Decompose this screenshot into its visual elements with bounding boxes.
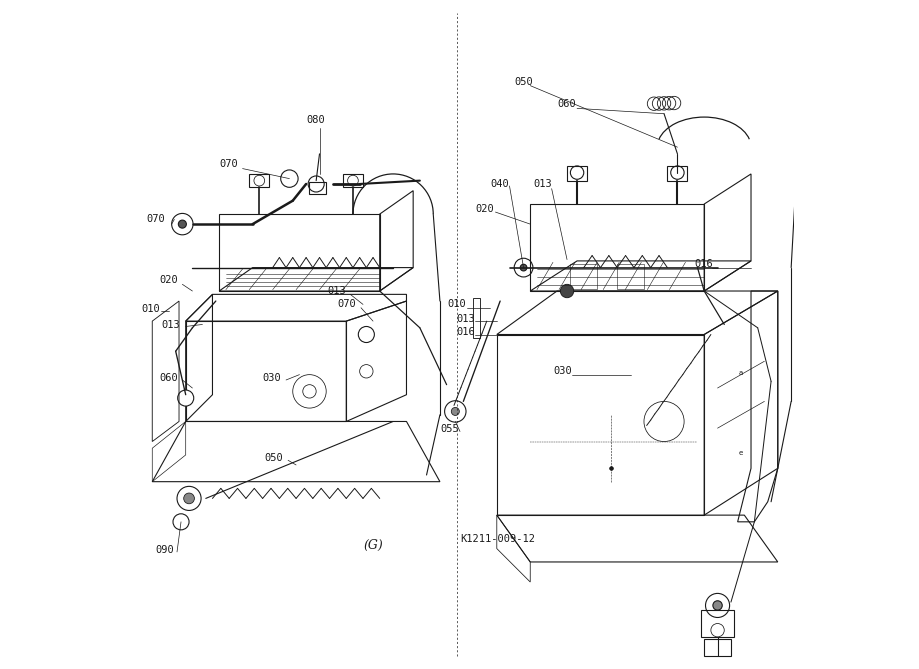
Bar [703, 639, 731, 656]
Bar [249, 174, 269, 187]
Text: 016: 016 [456, 328, 475, 337]
Text: 013: 013 [456, 314, 475, 324]
Text: a: a [738, 370, 743, 375]
Text: 013: 013 [327, 286, 346, 296]
Text: 070: 070 [146, 215, 165, 224]
Circle shape [177, 390, 194, 406]
Text: 060: 060 [557, 99, 576, 108]
Bar [700, 610, 733, 637]
Text: 050: 050 [514, 77, 532, 86]
Text: 020: 020 [159, 275, 178, 284]
Circle shape [178, 220, 187, 228]
Text: 070: 070 [336, 300, 356, 309]
Text: 070: 070 [220, 159, 238, 169]
Text: 013: 013 [532, 179, 551, 189]
Text: 080: 080 [306, 116, 325, 125]
Text: 030: 030 [552, 367, 571, 376]
Circle shape [560, 284, 573, 298]
Text: 055: 055 [440, 425, 459, 434]
Text: 050: 050 [265, 454, 283, 463]
Text: 010: 010 [142, 304, 160, 314]
Text: 040: 040 [490, 179, 509, 189]
Bar [343, 174, 363, 187]
Text: 090: 090 [154, 545, 174, 555]
Bar [566, 166, 586, 181]
Text: K1211-009-12: K1211-009-12 [460, 534, 535, 543]
Text: 030: 030 [262, 373, 280, 383]
Circle shape [184, 493, 194, 504]
Bar [666, 166, 686, 181]
Text: 010: 010 [447, 300, 466, 309]
Bar [570, 264, 596, 289]
Bar [617, 264, 643, 289]
Circle shape [519, 264, 527, 271]
Text: (G): (G) [363, 539, 382, 552]
Text: 020: 020 [475, 204, 494, 213]
Circle shape [451, 407, 459, 415]
Bar [309, 182, 326, 194]
Text: 016: 016 [694, 260, 713, 269]
Text: e: e [738, 450, 743, 456]
Circle shape [712, 601, 721, 610]
Text: 013: 013 [162, 320, 180, 330]
Text: 060: 060 [159, 373, 178, 383]
